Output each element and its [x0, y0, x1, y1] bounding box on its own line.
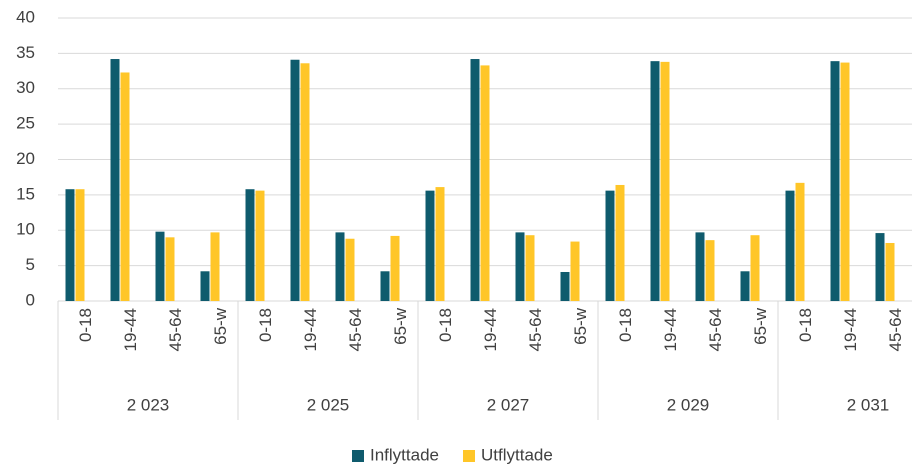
bar — [750, 235, 760, 301]
y-tick-label: 40 — [16, 7, 35, 26]
x-tick-label: 65-w — [571, 307, 590, 345]
bar — [705, 240, 715, 301]
bar — [695, 232, 705, 301]
bar — [290, 59, 300, 302]
bar — [65, 189, 75, 301]
bar — [875, 233, 885, 301]
bar — [165, 237, 175, 301]
bar — [740, 271, 750, 301]
legend-swatch — [463, 450, 475, 462]
x-tick-label: 19-44 — [121, 308, 140, 351]
x-tick-label: 19-44 — [661, 308, 680, 351]
y-tick-label: 10 — [16, 220, 35, 239]
bar — [390, 235, 400, 301]
x-tick-label: 19-44 — [841, 308, 860, 351]
x-tick-label: 65-w — [391, 307, 410, 345]
bar — [795, 182, 805, 301]
bar — [840, 62, 850, 302]
group-label: 2 027 — [487, 395, 530, 414]
bar — [660, 61, 670, 301]
group-label: 2 029 — [667, 395, 710, 414]
y-tick-label: 15 — [16, 184, 35, 203]
y-tick-label: 0 — [26, 290, 35, 309]
bar — [480, 65, 490, 301]
x-tick-label: 45-64 — [166, 308, 185, 351]
y-tick-label: 30 — [16, 78, 35, 97]
bar — [210, 232, 220, 301]
bar — [335, 232, 345, 301]
x-tick-label: 45-64 — [886, 308, 905, 351]
bar — [300, 63, 310, 301]
x-tick-label: 0-18 — [256, 308, 275, 342]
bar — [345, 238, 355, 301]
legend-swatch — [352, 450, 364, 462]
bar — [605, 190, 615, 301]
group-label: 2 023 — [127, 395, 170, 414]
y-tick-label: 20 — [16, 149, 35, 168]
x-tick-label: 0-18 — [76, 308, 95, 342]
bar — [425, 190, 435, 301]
y-tick-label: 25 — [16, 114, 35, 133]
x-tick-label: 65-w — [751, 307, 770, 345]
bar — [245, 189, 255, 301]
bar — [560, 271, 570, 301]
x-tick-label: 45-64 — [706, 308, 725, 351]
x-tick-label: 65-w — [211, 307, 230, 345]
bar — [650, 61, 660, 301]
group-label: 2 031 — [847, 395, 890, 414]
x-tick-label: 45-64 — [346, 308, 365, 351]
x-tick-label: 0-18 — [616, 308, 635, 342]
x-tick-label: 45-64 — [526, 308, 545, 351]
y-tick-label: 5 — [26, 255, 35, 274]
group-label: 2 025 — [307, 395, 350, 414]
bar — [470, 59, 480, 301]
y-tick-label: 35 — [16, 43, 35, 62]
bar — [120, 72, 130, 301]
legend-label: Inflyttade — [370, 445, 439, 464]
x-tick-label: 0-18 — [436, 308, 455, 342]
bar — [885, 242, 895, 301]
bar — [615, 184, 625, 301]
bar — [200, 271, 210, 301]
x-tick-label: 19-44 — [481, 308, 500, 351]
bar — [830, 61, 840, 301]
bar — [110, 59, 120, 301]
x-tick-label: 19-44 — [301, 308, 320, 351]
bar — [785, 190, 795, 301]
bar — [570, 241, 580, 301]
bar — [255, 190, 265, 301]
bar — [515, 232, 525, 301]
x-tick-label: 0-18 — [796, 308, 815, 342]
bar — [75, 189, 85, 301]
bar — [155, 231, 165, 301]
bar — [435, 187, 445, 301]
bar — [525, 235, 535, 301]
bar — [380, 271, 390, 301]
legend-label: Utflyttade — [481, 445, 553, 464]
